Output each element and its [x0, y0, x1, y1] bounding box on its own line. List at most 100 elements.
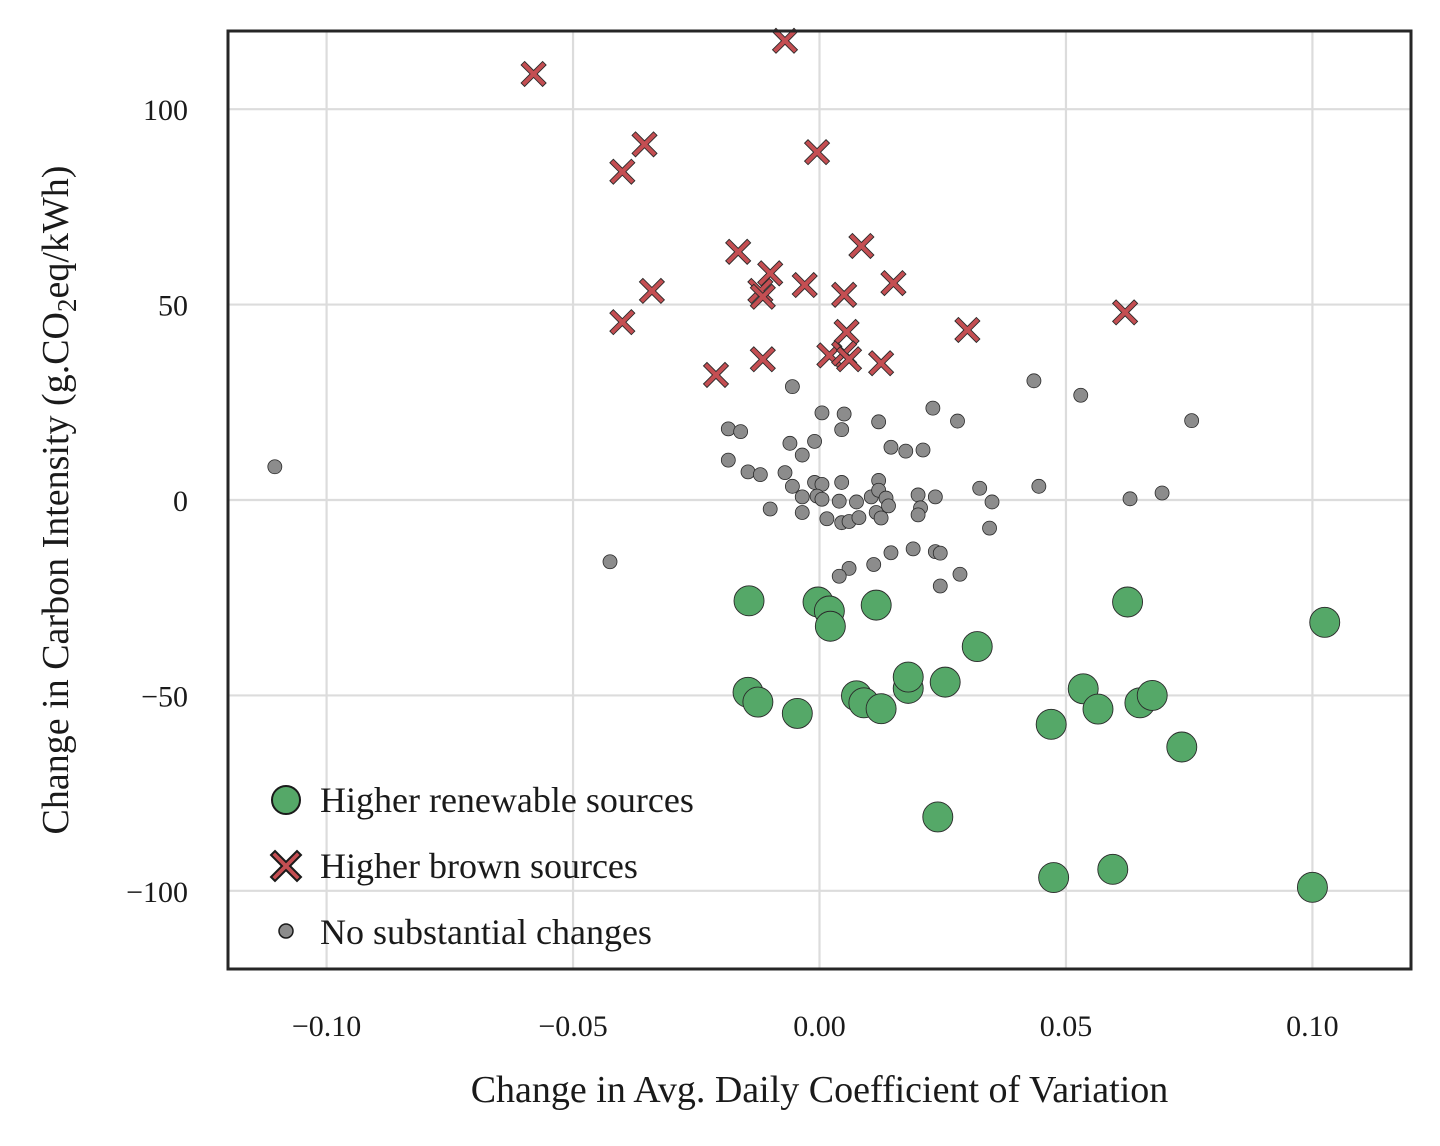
x-tick-label: 0.00 [793, 1010, 846, 1043]
x-tick-label: −0.05 [538, 1010, 607, 1043]
brown-point [833, 318, 860, 346]
no-change-point [927, 489, 943, 505]
renewable-point [1136, 679, 1168, 711]
y-tick-label: −100 [126, 876, 188, 909]
renewable-point [733, 585, 765, 617]
no-change-point [1154, 485, 1170, 501]
brown-point [520, 60, 547, 88]
legend-item-brown: Higher brown sources [269, 846, 638, 886]
no-change-point [602, 554, 618, 570]
renewable-point [781, 697, 813, 729]
brown-point [757, 260, 784, 287]
no-change-point [881, 498, 896, 514]
no-change-point [915, 442, 931, 458]
y-tick-label: 0 [173, 485, 188, 518]
renewable-point [860, 589, 892, 621]
brown-point [867, 350, 895, 377]
y-axis-ticks: −100 −50 0 50 100 [126, 94, 188, 909]
no-change-point [777, 465, 793, 481]
no-change-point [752, 467, 768, 482]
brown-point [831, 281, 858, 308]
y-tick-label: 100 [143, 94, 188, 127]
brown-point [749, 346, 776, 373]
no-change-point [910, 507, 926, 523]
no-change-point [814, 405, 830, 421]
no-change-point [782, 435, 798, 451]
legend-circle-marker [271, 785, 301, 815]
y-axis-label-part-1: Change in Carbon Intensity (g.CO [35, 312, 77, 834]
no-change-point [819, 511, 835, 527]
no-change-point [910, 487, 926, 503]
no-change-point [834, 475, 850, 490]
brown-point [609, 158, 636, 185]
no-change-point [720, 421, 736, 437]
brown-point [803, 139, 831, 166]
legend-small-circle-marker [278, 923, 294, 939]
no-change-point [972, 480, 988, 496]
x-tick-label: 0.05 [1040, 1010, 1093, 1043]
brown-point [954, 316, 981, 344]
no-change-point [950, 413, 965, 429]
no-change-point [834, 422, 850, 438]
y-axis-label-subscript: 2 [52, 299, 82, 313]
plot-frame [226, 29, 1413, 971]
x-axis-ticks: −0.10 −0.05 0.00 0.05 0.10 [292, 1010, 1339, 1043]
x-tick-label: 0.10 [1286, 1010, 1339, 1043]
no-change-point [883, 439, 899, 455]
no-change-point [733, 424, 749, 440]
no-change-point [794, 447, 810, 463]
no-change-point [807, 433, 822, 449]
no-change-point [720, 452, 736, 468]
renewable-point [742, 686, 774, 718]
renewable-point [865, 693, 897, 725]
no-change-point [794, 489, 810, 505]
y-tick-label: 50 [158, 290, 188, 323]
renewable-point [961, 631, 993, 663]
brown-point [880, 269, 907, 297]
y-tick-label: −50 [141, 680, 188, 713]
brown-point [791, 271, 818, 299]
renewable-point [892, 661, 924, 693]
brown-point [609, 309, 636, 336]
no-change-point [849, 494, 864, 510]
renewable-point [1082, 693, 1114, 725]
renewable-point [929, 666, 961, 698]
brown-point [835, 346, 863, 373]
renewable-point [922, 801, 954, 833]
no-change-point [267, 459, 283, 475]
no-change-point [1031, 478, 1047, 494]
no-change-point [932, 578, 948, 594]
brown-point [771, 27, 799, 54]
brown-point [638, 277, 666, 305]
grid-lines [228, 31, 1411, 969]
renewable-point [1112, 586, 1144, 618]
y-axis-label: Change in Carbon Intensity (g.CO2eq/kWh) [35, 166, 82, 835]
renewable-point [1097, 853, 1129, 885]
renewable-point [1038, 862, 1070, 893]
no-change-point [1184, 413, 1200, 429]
no-change-point [814, 491, 830, 507]
legend: Higher renewable sources Higher brown so… [269, 780, 694, 952]
no-change-point [851, 510, 867, 525]
y-axis-label-part-3: eq/kWh) [35, 166, 77, 299]
renewable-point [1309, 606, 1341, 638]
brown-point [1111, 299, 1139, 326]
no-change-point [841, 560, 857, 576]
no-change-point [883, 545, 899, 561]
legend-label-renewable: Higher renewable sources [320, 780, 694, 820]
no-change-point [784, 379, 800, 395]
no-change-point [794, 505, 810, 520]
brown-point [749, 283, 776, 310]
legend-item-renewable: Higher renewable sources [271, 780, 694, 820]
renewable-point [1035, 708, 1067, 740]
renewable-point [1166, 731, 1198, 763]
no-change-point [984, 494, 1000, 510]
no-change-point [1026, 373, 1042, 389]
legend-x-marker [269, 849, 303, 883]
no-change-point [831, 493, 847, 509]
legend-label-brown: Higher brown sources [320, 846, 638, 886]
no-change-point [932, 545, 948, 561]
no-change-point [1122, 491, 1138, 507]
brown-point [702, 361, 730, 389]
